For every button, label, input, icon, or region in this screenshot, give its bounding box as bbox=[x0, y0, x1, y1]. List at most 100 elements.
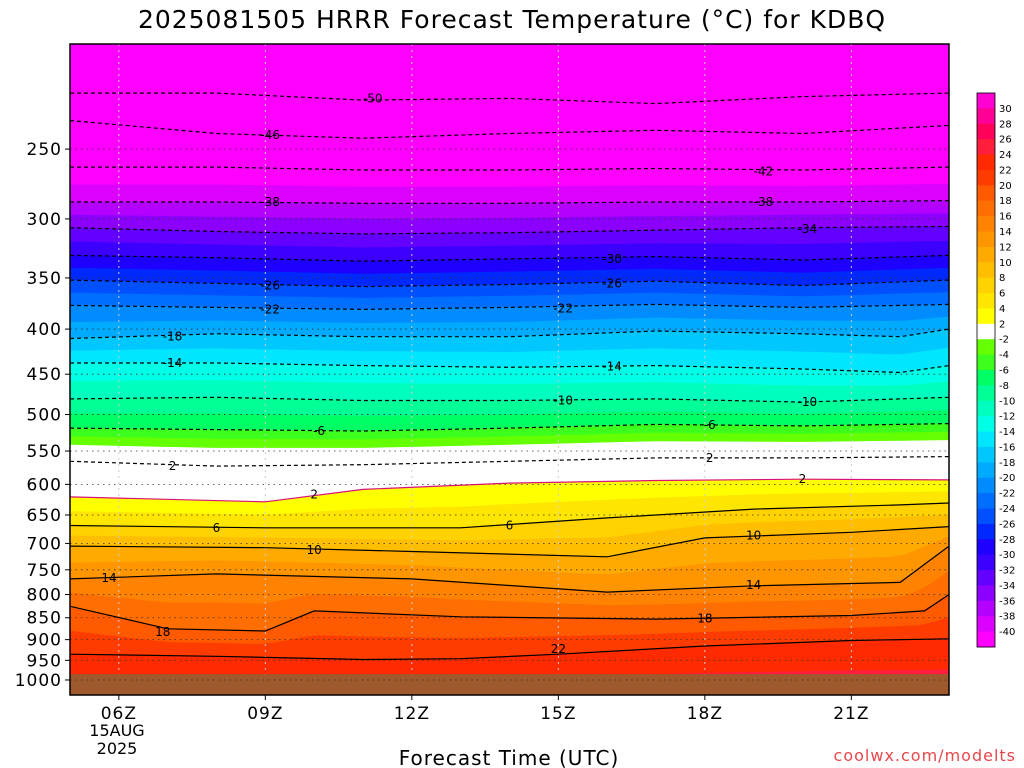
contour-label: -10 bbox=[798, 395, 818, 409]
y-tick-label: 750 bbox=[27, 561, 62, 581]
colorbar-label: 28 bbox=[999, 119, 1012, 130]
colorbar-swatch bbox=[977, 277, 995, 294]
temperature-band bbox=[70, 166, 949, 188]
colorbar-label: -22 bbox=[999, 489, 1015, 500]
colorbar-frame bbox=[976, 92, 996, 648]
isotherm-line bbox=[70, 478, 949, 503]
colorbar-label: -24 bbox=[999, 504, 1015, 515]
colorbar-label: 12 bbox=[999, 242, 1012, 253]
credit-link[interactable]: coolwx.com/modelts bbox=[834, 746, 1016, 765]
contour-label: 2 bbox=[169, 459, 177, 473]
contour-label: 10 bbox=[746, 529, 761, 543]
plot-frame bbox=[69, 43, 950, 696]
colorbar-label: -4 bbox=[999, 350, 1009, 361]
contour-label: -22 bbox=[553, 301, 573, 315]
y-axis: 2503003504004505005506006507007508008509… bbox=[15, 140, 70, 691]
colorbar-label: -8 bbox=[999, 381, 1009, 392]
colorbar-swatch bbox=[977, 462, 995, 479]
x-tick-label: 18Z bbox=[687, 704, 723, 724]
colorbar-swatch bbox=[977, 293, 995, 309]
colorbar-swatch bbox=[977, 600, 995, 617]
contour-label: -30 bbox=[602, 252, 622, 266]
contour-label: -26 bbox=[602, 276, 622, 290]
colorbar-label: -32 bbox=[999, 566, 1015, 577]
temperature-band bbox=[70, 304, 949, 324]
colorbar-swatch bbox=[977, 339, 995, 356]
colorbar-label: 14 bbox=[999, 227, 1012, 238]
isotherm-line bbox=[70, 638, 949, 661]
plot-area: -50 -46 -42 -38 -38 -34 -30 -26 -26 -22 -22 -18 -14 -… bbox=[70, 44, 949, 695]
colorbar-swatch bbox=[977, 354, 995, 371]
colorbar-swatch bbox=[977, 93, 995, 109]
isotherm-line bbox=[70, 328, 949, 340]
contour-label: -34 bbox=[798, 222, 818, 236]
contour-label: -10 bbox=[553, 393, 573, 407]
contour-label: 22 bbox=[551, 642, 566, 656]
colorbar-label: -28 bbox=[999, 535, 1015, 546]
contour-label: -14 bbox=[602, 359, 622, 373]
colorbar-swatch bbox=[977, 323, 995, 340]
contour-label: 2 bbox=[799, 472, 807, 486]
colorbar-swatch bbox=[977, 400, 995, 417]
colorbar-label: 4 bbox=[999, 304, 1005, 315]
contour-label: 2 bbox=[706, 451, 714, 465]
colorbar-swatch bbox=[977, 169, 995, 186]
contour-label: -38 bbox=[754, 195, 774, 209]
colorbar-label: -30 bbox=[999, 550, 1015, 561]
contour-label: -22 bbox=[260, 302, 280, 316]
colorbar-swatch bbox=[977, 200, 995, 217]
temperature-band bbox=[70, 183, 949, 204]
colorbar-label: -36 bbox=[999, 596, 1015, 607]
y-tick-label: 500 bbox=[27, 406, 62, 426]
y-tick-label: 550 bbox=[27, 442, 62, 462]
colorbar-swatch bbox=[977, 446, 995, 463]
y-tick-label: 850 bbox=[27, 609, 62, 629]
contour-label: -46 bbox=[260, 128, 280, 142]
y-tick-label: 700 bbox=[27, 534, 62, 554]
isotherm-contours bbox=[70, 92, 949, 661]
contour-label: 10 bbox=[307, 543, 322, 557]
y-tick-label: 800 bbox=[27, 586, 62, 606]
colorbar-swatch bbox=[977, 539, 995, 556]
colorbar-label: 22 bbox=[999, 165, 1012, 176]
colorbar-swatch bbox=[977, 139, 995, 156]
x-tick-label: 15Z bbox=[540, 704, 576, 724]
colorbar-label: -26 bbox=[999, 519, 1015, 530]
colorbar-label: -12 bbox=[999, 412, 1015, 423]
y-tick-label: 600 bbox=[27, 475, 62, 495]
colorbar-label: -10 bbox=[999, 396, 1015, 407]
x-tick-label: 06Z bbox=[101, 704, 137, 724]
colorbar-label: -14 bbox=[999, 427, 1015, 438]
colorbar-swatch bbox=[977, 108, 995, 125]
date-label-day: 15AUG bbox=[89, 721, 144, 740]
contour-label: -6 bbox=[704, 418, 716, 432]
contour-label: 6 bbox=[213, 521, 221, 535]
colorbar-label: -20 bbox=[999, 473, 1015, 484]
y-tick-label: 650 bbox=[27, 506, 62, 526]
colorbar-swatch bbox=[977, 216, 995, 232]
contour-label: -50 bbox=[363, 91, 383, 105]
date-label-year: 2025 bbox=[97, 739, 138, 758]
colorbar-label: 6 bbox=[999, 289, 1005, 300]
ground-surface bbox=[70, 674, 949, 695]
colorbar-swatch bbox=[977, 231, 995, 248]
contour-label: 14 bbox=[746, 578, 761, 592]
isotherm-line bbox=[70, 119, 949, 139]
isotherm-line bbox=[70, 594, 949, 632]
contour-label: -14 bbox=[163, 356, 183, 370]
y-tick-label: 350 bbox=[27, 269, 62, 289]
x-axis: 06Z 09Z 12Z 15Z 18Z 21Z bbox=[101, 695, 868, 724]
colorbar-label: -6 bbox=[999, 366, 1009, 377]
colorbar-swatch bbox=[977, 262, 995, 279]
x-axis-title: Forecast Time (UTC) bbox=[399, 746, 620, 768]
colorbar-label: 8 bbox=[999, 273, 1005, 284]
colorbar-label: -34 bbox=[999, 581, 1015, 592]
x-tick-label: 12Z bbox=[394, 704, 430, 724]
contour-label: 18 bbox=[155, 625, 170, 639]
colorbar-swatch bbox=[977, 631, 995, 648]
colorbar-swatch bbox=[977, 523, 995, 540]
y-tick-label: 450 bbox=[27, 365, 62, 385]
colorbar-swatch bbox=[977, 554, 995, 571]
colorbar-swatch bbox=[977, 616, 995, 633]
colorbar-swatch bbox=[977, 493, 995, 509]
